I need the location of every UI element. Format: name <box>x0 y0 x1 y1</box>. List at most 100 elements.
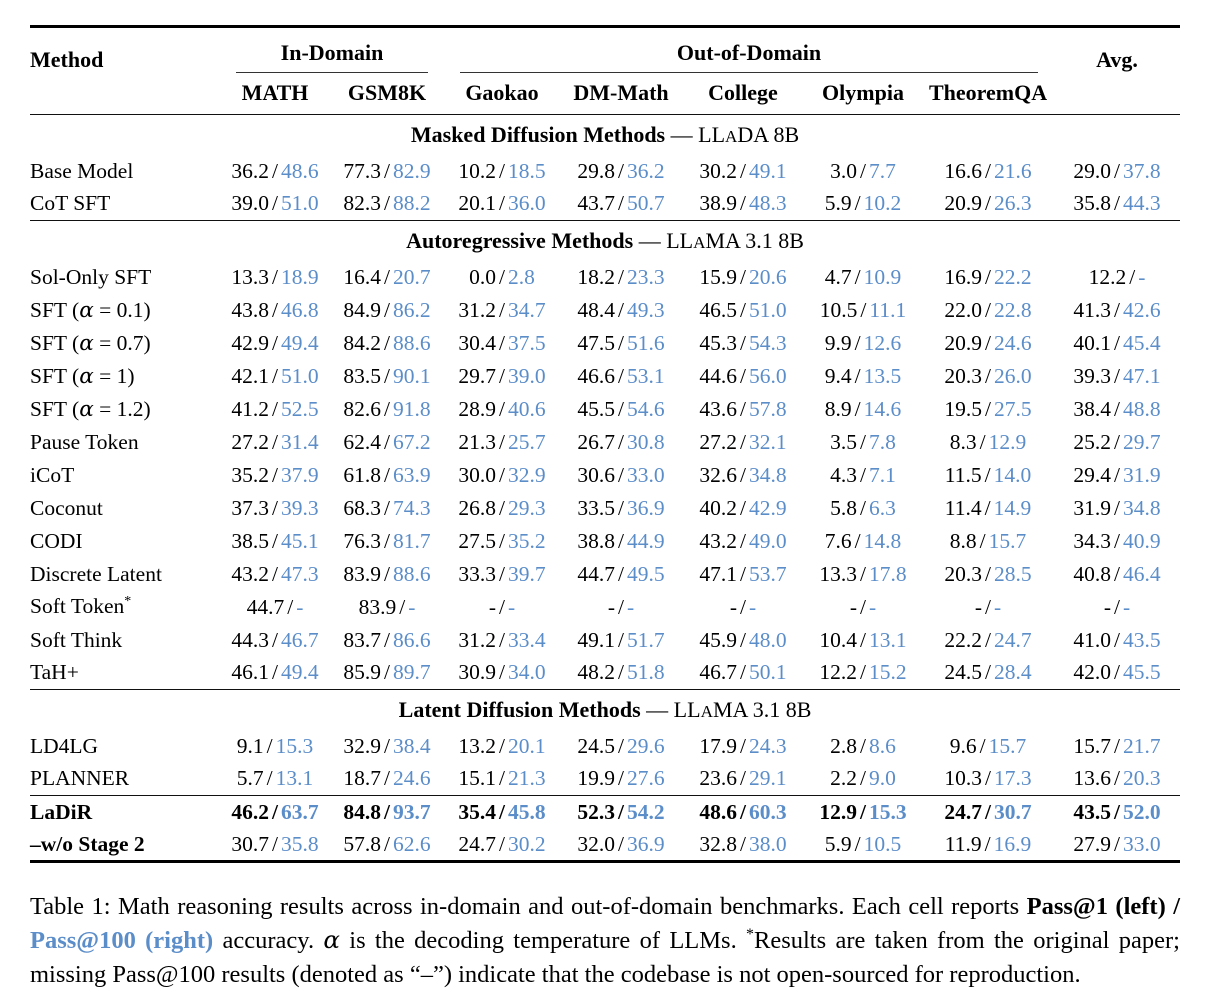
pass100-value: - <box>408 594 416 619</box>
pass100-value: 86.2 <box>392 297 431 322</box>
score-cell: 46.1/49.4 <box>220 657 330 690</box>
results-table: Method In-Domain Out-of-Domain Avg. MATH… <box>30 25 1181 863</box>
pass100-value: 42.9 <box>748 495 787 520</box>
score-cell: 24.7/30.7 <box>922 795 1055 829</box>
method-label: Base Model <box>30 158 134 183</box>
pass100-value: 47.3 <box>280 561 319 586</box>
score-cell: 83.5/90.1 <box>330 360 444 393</box>
pass100-value: 8.6 <box>868 733 896 758</box>
pass1-value: 16.6 <box>944 158 983 183</box>
pass1-value: 8.9 <box>824 396 852 421</box>
slash-separator: / <box>1114 429 1121 454</box>
pass100-value: 40.9 <box>1123 528 1161 553</box>
pass100-value: 9.0 <box>868 766 896 791</box>
table-row: Discrete Latent 43.2/47.3 83.9/88.6 33.3/39… <box>30 558 1180 591</box>
pass100-value: - <box>994 594 1002 619</box>
score-cell: 37.3/39.3 <box>220 492 330 525</box>
score-cell: 20.9/24.6 <box>922 327 1054 360</box>
section-title: Masked Diffusion Methods <box>410 121 666 147</box>
slash-separator: / <box>740 799 746 824</box>
score-cell: 16.4/20.7 <box>330 261 444 294</box>
table-row: SFT (α = 1) 42.1/51.0 83.5/90.1 29.7/39.0 46… <box>30 360 1180 393</box>
pass1-value: 13.6 <box>1073 766 1112 791</box>
score-cell: 9.1/15.3 <box>220 730 330 763</box>
pass100-value: 21.6 <box>994 158 1032 183</box>
slash-separator: / <box>985 627 992 652</box>
pass100-value: 52.5 <box>280 396 319 421</box>
pass100-value: 17.8 <box>868 561 907 586</box>
pass100-value: 24.3 <box>748 733 787 758</box>
score-cell: 2.8/8.6 <box>804 730 922 763</box>
slash-separator: / <box>1114 733 1121 758</box>
slash-separator: / <box>740 561 746 586</box>
slash-separator: / <box>1114 158 1121 183</box>
pass100-value: 63.7 <box>280 799 319 824</box>
slash-separator: / <box>985 191 992 216</box>
pass100-value: 40.6 <box>507 396 546 421</box>
section-model: LLAMA 3.1 8B <box>666 227 804 253</box>
pass100-value: - <box>296 594 304 619</box>
pass1-value: 27.9 <box>1073 831 1112 856</box>
slash-separator: / <box>860 799 866 824</box>
pass100-value: - <box>1138 264 1146 289</box>
score-cell: 45.3/54.3 <box>682 327 804 360</box>
score-cell: 25.2/29.7 <box>1054 426 1180 459</box>
pass1-value: 16.4 <box>343 264 381 289</box>
pass1-value: 57.8 <box>343 831 381 856</box>
pass1-value: 83.9 <box>343 561 381 586</box>
slash-separator: / <box>860 627 866 652</box>
pass100-value: 7.8 <box>868 429 896 454</box>
score-cell: 23.6/29.1 <box>682 763 804 796</box>
score-cell: 38.8/44.9 <box>560 525 682 558</box>
pass100-value: 17.3 <box>994 766 1032 791</box>
slash-separator: / <box>499 733 505 758</box>
table-row: CODI 38.5/45.1 76.3/81.7 27.5/35.2 38.8/44.9… <box>30 525 1180 558</box>
pass1-value: 83.9 <box>358 594 397 619</box>
pass1-value: 15.1 <box>458 766 496 791</box>
pass1-value: 24.7 <box>458 831 496 856</box>
score-cell: 31.2/33.4 <box>444 624 560 657</box>
pass1-value: 46.6 <box>577 363 615 388</box>
pass1-value: 38.4 <box>1073 396 1112 421</box>
pass100-value: - <box>626 594 635 619</box>
pass1-value: 27.5 <box>458 528 496 553</box>
score-cell: 3.0/7.7 <box>804 155 922 188</box>
score-cell: 12.9/15.3 <box>804 795 922 829</box>
method-label: iCoT <box>30 462 75 487</box>
score-cell: 44.7/49.5 <box>560 558 682 591</box>
score-cell: 22.2/24.7 <box>922 624 1054 657</box>
score-cell: 77.3/82.9 <box>330 155 444 188</box>
pass1-value: 85.9 <box>343 660 381 685</box>
avg-column-header: Avg. <box>1054 25 1181 115</box>
slash-separator: / <box>272 330 278 355</box>
pass100-value: 28.4 <box>994 660 1032 685</box>
slash-separator: / <box>384 733 390 758</box>
section-dash: — <box>633 227 667 253</box>
score-cell: 30.7/35.8 <box>220 828 330 863</box>
column-header-theoremqa: TheoremQA <box>922 72 1055 115</box>
score-cell: 82.6/91.8 <box>330 393 444 426</box>
pass100-value: 14.8 <box>863 528 902 553</box>
score-cell: 33.5/36.9 <box>560 492 682 525</box>
pass100-value: 12.9 <box>988 429 1027 454</box>
pass100-value: 33.0 <box>1123 831 1161 856</box>
slash-separator: / <box>860 766 866 791</box>
pass100-value: 13.5 <box>863 363 902 388</box>
slash-separator: / <box>854 330 861 355</box>
method-label: Soft Think <box>30 627 123 652</box>
pass100-value: 18.9 <box>280 264 319 289</box>
pass1-value: 48.2 <box>577 660 615 685</box>
score-cell: 57.8/62.6 <box>330 828 444 863</box>
pass1-value: 12.9 <box>819 799 857 824</box>
slash-separator: / <box>740 191 746 216</box>
table-row: iCoT 35.2/37.9 61.8/63.9 30.0/32.9 30.6/33.0… <box>30 459 1180 492</box>
score-cell: 30.6/33.0 <box>560 459 682 492</box>
slash-separator: / <box>740 660 746 685</box>
pass1-value: 84.2 <box>343 330 381 355</box>
pass1-value: - <box>974 594 983 619</box>
pass100-value: 7.1 <box>868 462 896 487</box>
slash-separator: / <box>854 264 861 289</box>
pass100-value: - <box>748 594 757 619</box>
score-cell: 26.8/29.3 <box>444 492 560 525</box>
pass100-value: 48.3 <box>748 191 787 216</box>
